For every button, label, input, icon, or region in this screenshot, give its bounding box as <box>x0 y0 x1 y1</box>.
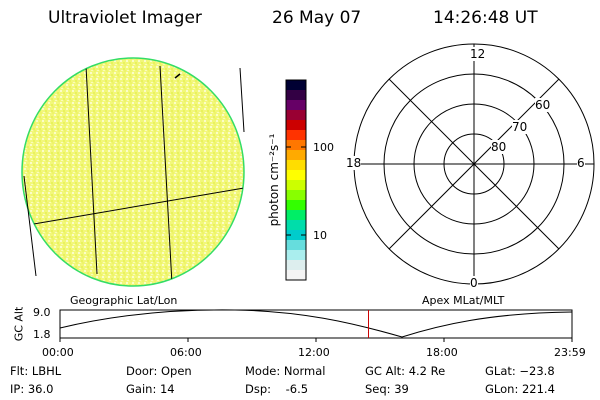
status-dsp: Dsp: -6.5 <box>245 382 309 396</box>
colorbar-band <box>286 160 306 171</box>
colorbar-band <box>286 100 306 111</box>
status-door: Door: Open <box>126 364 192 378</box>
colorbar-band <box>286 150 306 161</box>
lat-label-70: 70 <box>512 120 528 134</box>
colorbar-tick-10: 10 <box>313 229 327 242</box>
status-glat: GLat: −23.8 <box>485 364 555 378</box>
status-seq: Seq: 39 <box>365 382 409 396</box>
mlt-label-6: 6 <box>577 156 585 170</box>
colorbar-band <box>286 140 306 151</box>
colorbar-band <box>286 260 306 271</box>
colorbar-band <box>286 180 306 191</box>
timeline-xtick-2359: 23:59 <box>554 346 586 359</box>
timeline-xtick-1800: 18:00 <box>426 346 458 359</box>
colorbar-band <box>286 240 306 251</box>
colorbar-band <box>286 190 306 201</box>
mlt-label-12: 12 <box>470 47 486 61</box>
colorbar-band <box>286 110 306 121</box>
colorbar-band <box>286 120 306 131</box>
colorbar-band <box>286 210 306 221</box>
lat-label-80: 80 <box>491 140 507 154</box>
status-mode: Mode: Normal <box>245 364 326 378</box>
colorbar-tick-100: 100 <box>313 141 334 154</box>
earth-disk <box>21 57 245 287</box>
status-gain: Gain: 14 <box>126 382 175 396</box>
colorbar-band <box>286 130 306 141</box>
colorbar-band <box>286 200 306 211</box>
timeline-xtick-0000: 00:00 <box>42 346 74 359</box>
apex-grid-label: Apex MLat/MLT <box>422 294 505 307</box>
colorbar-band <box>286 170 306 181</box>
timeline-ytick-low: 1.8 <box>33 328 51 341</box>
observation-date: 26 May 07 <box>272 8 362 28</box>
status-glon: GLon: 221.4 <box>485 382 555 396</box>
geographic-grid-label: Geographic Lat/Lon <box>70 294 178 307</box>
instrument-title: Ultraviolet Imager <box>48 8 202 28</box>
timeline-ylabel: GC Alt <box>12 306 26 342</box>
colorbar-band <box>286 250 306 261</box>
colorbar-band <box>286 270 306 281</box>
mlt-label-18: 18 <box>346 156 362 170</box>
colorbar-band <box>286 80 306 91</box>
status-filter: Flt: LBHL <box>10 364 62 378</box>
geographic-grid <box>22 65 244 285</box>
timeline-xtick-1200: 12:00 <box>298 346 330 359</box>
colorbar-band <box>286 90 306 101</box>
status-gc-alt: GC Alt: 4.2 Re <box>365 364 446 378</box>
timeline-xtick-0600: 06:00 <box>170 346 202 359</box>
colorbar-band <box>286 220 306 231</box>
colorbar-band <box>286 230 306 241</box>
mlt-label-0: 0 <box>470 276 478 290</box>
timeline-ytick-high: 9.0 <box>33 306 51 319</box>
lat-label-60: 60 <box>535 98 551 112</box>
observation-time: 14:26:48 UT <box>433 8 538 28</box>
status-ip: IP: 36.0 <box>10 382 54 396</box>
